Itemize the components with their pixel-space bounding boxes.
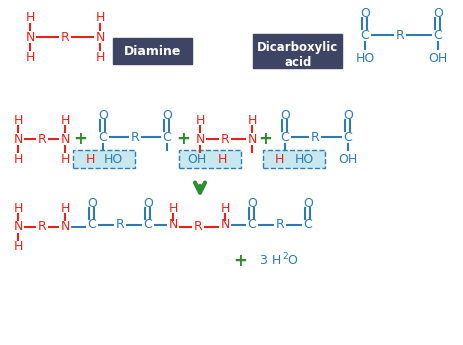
Text: O: O [287, 255, 296, 267]
Text: C: C [162, 130, 171, 144]
Text: R: R [38, 220, 46, 234]
Text: N: N [13, 132, 23, 146]
Text: H: H [60, 201, 69, 215]
Text: N: N [220, 218, 229, 231]
Text: N: N [195, 132, 204, 146]
Text: R: R [310, 130, 319, 144]
Text: C: C [303, 218, 312, 231]
Text: C: C [360, 29, 369, 41]
Text: O: O [246, 197, 257, 209]
Text: O: O [98, 108, 108, 121]
Text: H: H [217, 152, 226, 166]
FancyBboxPatch shape [252, 34, 341, 68]
Text: O: O [302, 197, 312, 209]
Text: H: H [13, 114, 23, 127]
Text: N: N [168, 218, 177, 231]
Text: O: O [280, 108, 289, 121]
Text: R: R [395, 29, 403, 41]
Text: N: N [60, 220, 69, 234]
Text: H: H [274, 152, 283, 166]
Text: Diamine: Diamine [124, 45, 181, 58]
Text: C: C [144, 218, 152, 231]
Text: O: O [143, 197, 153, 209]
FancyBboxPatch shape [263, 150, 324, 168]
Text: H: H [60, 152, 69, 166]
Text: R: R [131, 130, 139, 144]
Text: HO: HO [294, 152, 313, 166]
FancyBboxPatch shape [73, 150, 135, 168]
Text: OH: OH [338, 152, 357, 166]
Text: R: R [275, 218, 284, 231]
Text: 2: 2 [282, 252, 287, 261]
Text: H: H [13, 152, 23, 166]
Text: N: N [25, 30, 35, 43]
Text: HO: HO [103, 152, 122, 166]
Text: +: + [232, 252, 246, 270]
Text: R: R [38, 132, 46, 146]
Text: OH: OH [187, 152, 206, 166]
Text: OH: OH [427, 51, 447, 65]
FancyBboxPatch shape [113, 38, 192, 64]
Text: H: H [60, 114, 69, 127]
Text: H: H [25, 50, 35, 63]
Text: H: H [13, 201, 23, 215]
Text: H: H [95, 50, 105, 63]
Text: +: + [257, 130, 271, 148]
Text: H: H [13, 240, 23, 254]
Text: H: H [25, 10, 35, 23]
Text: N: N [60, 132, 69, 146]
Text: C: C [247, 218, 256, 231]
Text: H: H [195, 114, 204, 127]
Text: C: C [88, 218, 96, 231]
Text: HO: HO [355, 51, 374, 65]
FancyBboxPatch shape [179, 150, 240, 168]
Text: H: H [247, 114, 256, 127]
Text: O: O [359, 7, 369, 20]
Text: R: R [115, 218, 124, 231]
Text: H: H [95, 10, 105, 23]
Text: Dicarboxylic
acid: Dicarboxylic acid [257, 41, 338, 69]
Text: 3 H: 3 H [259, 255, 281, 267]
Text: O: O [432, 7, 442, 20]
Text: C: C [99, 130, 107, 144]
Text: H: H [220, 201, 229, 215]
Text: O: O [87, 197, 97, 209]
Text: +: + [73, 130, 87, 148]
Text: C: C [433, 29, 441, 41]
Text: R: R [193, 220, 202, 234]
Text: N: N [247, 132, 256, 146]
Text: O: O [162, 108, 172, 121]
Text: H: H [85, 152, 94, 166]
Text: R: R [61, 30, 69, 43]
Text: N: N [13, 220, 23, 234]
Text: R: R [220, 132, 229, 146]
Text: +: + [175, 130, 189, 148]
Text: N: N [95, 30, 105, 43]
Text: O: O [342, 108, 352, 121]
Text: H: H [168, 201, 177, 215]
Text: C: C [343, 130, 351, 144]
Text: C: C [280, 130, 289, 144]
